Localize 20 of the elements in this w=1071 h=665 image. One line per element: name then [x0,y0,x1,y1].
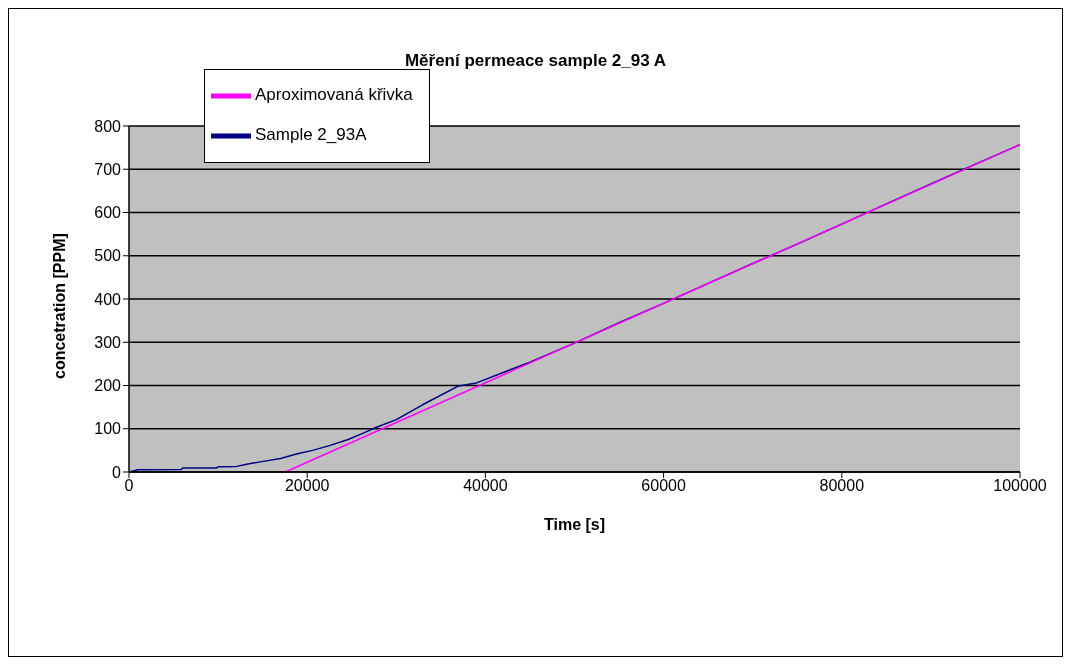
y-tick-label: 500 [94,247,122,265]
x-tick-label: 100000 [993,477,1047,495]
x-axis-title: Time [s] [543,516,606,533]
x-tick-label: 40000 [463,477,508,495]
x-tick-label: 60000 [641,477,686,495]
y-tick-label: 0 [112,463,122,481]
chart-title: Měření permeace sample 2_93 A [403,51,668,71]
legend-label: Sample 2_93A [255,125,367,145]
x-tick-label: 20000 [284,477,330,495]
y-tick-label: 400 [94,290,122,308]
y-tick-label: 800 [94,117,122,135]
y-tick-label: 100 [94,420,122,438]
y-axis-title: concetration [PPM] [50,233,68,379]
x-tick-label: 0 [124,477,134,495]
y-tick-label: 700 [94,160,122,178]
x-tick-label: 80000 [819,477,865,495]
y-tick-label: 300 [94,333,122,351]
legend-label: Aproximovaná křivka [255,85,413,105]
y-tick-label: 200 [94,377,122,395]
y-tick-label: 600 [94,204,122,222]
